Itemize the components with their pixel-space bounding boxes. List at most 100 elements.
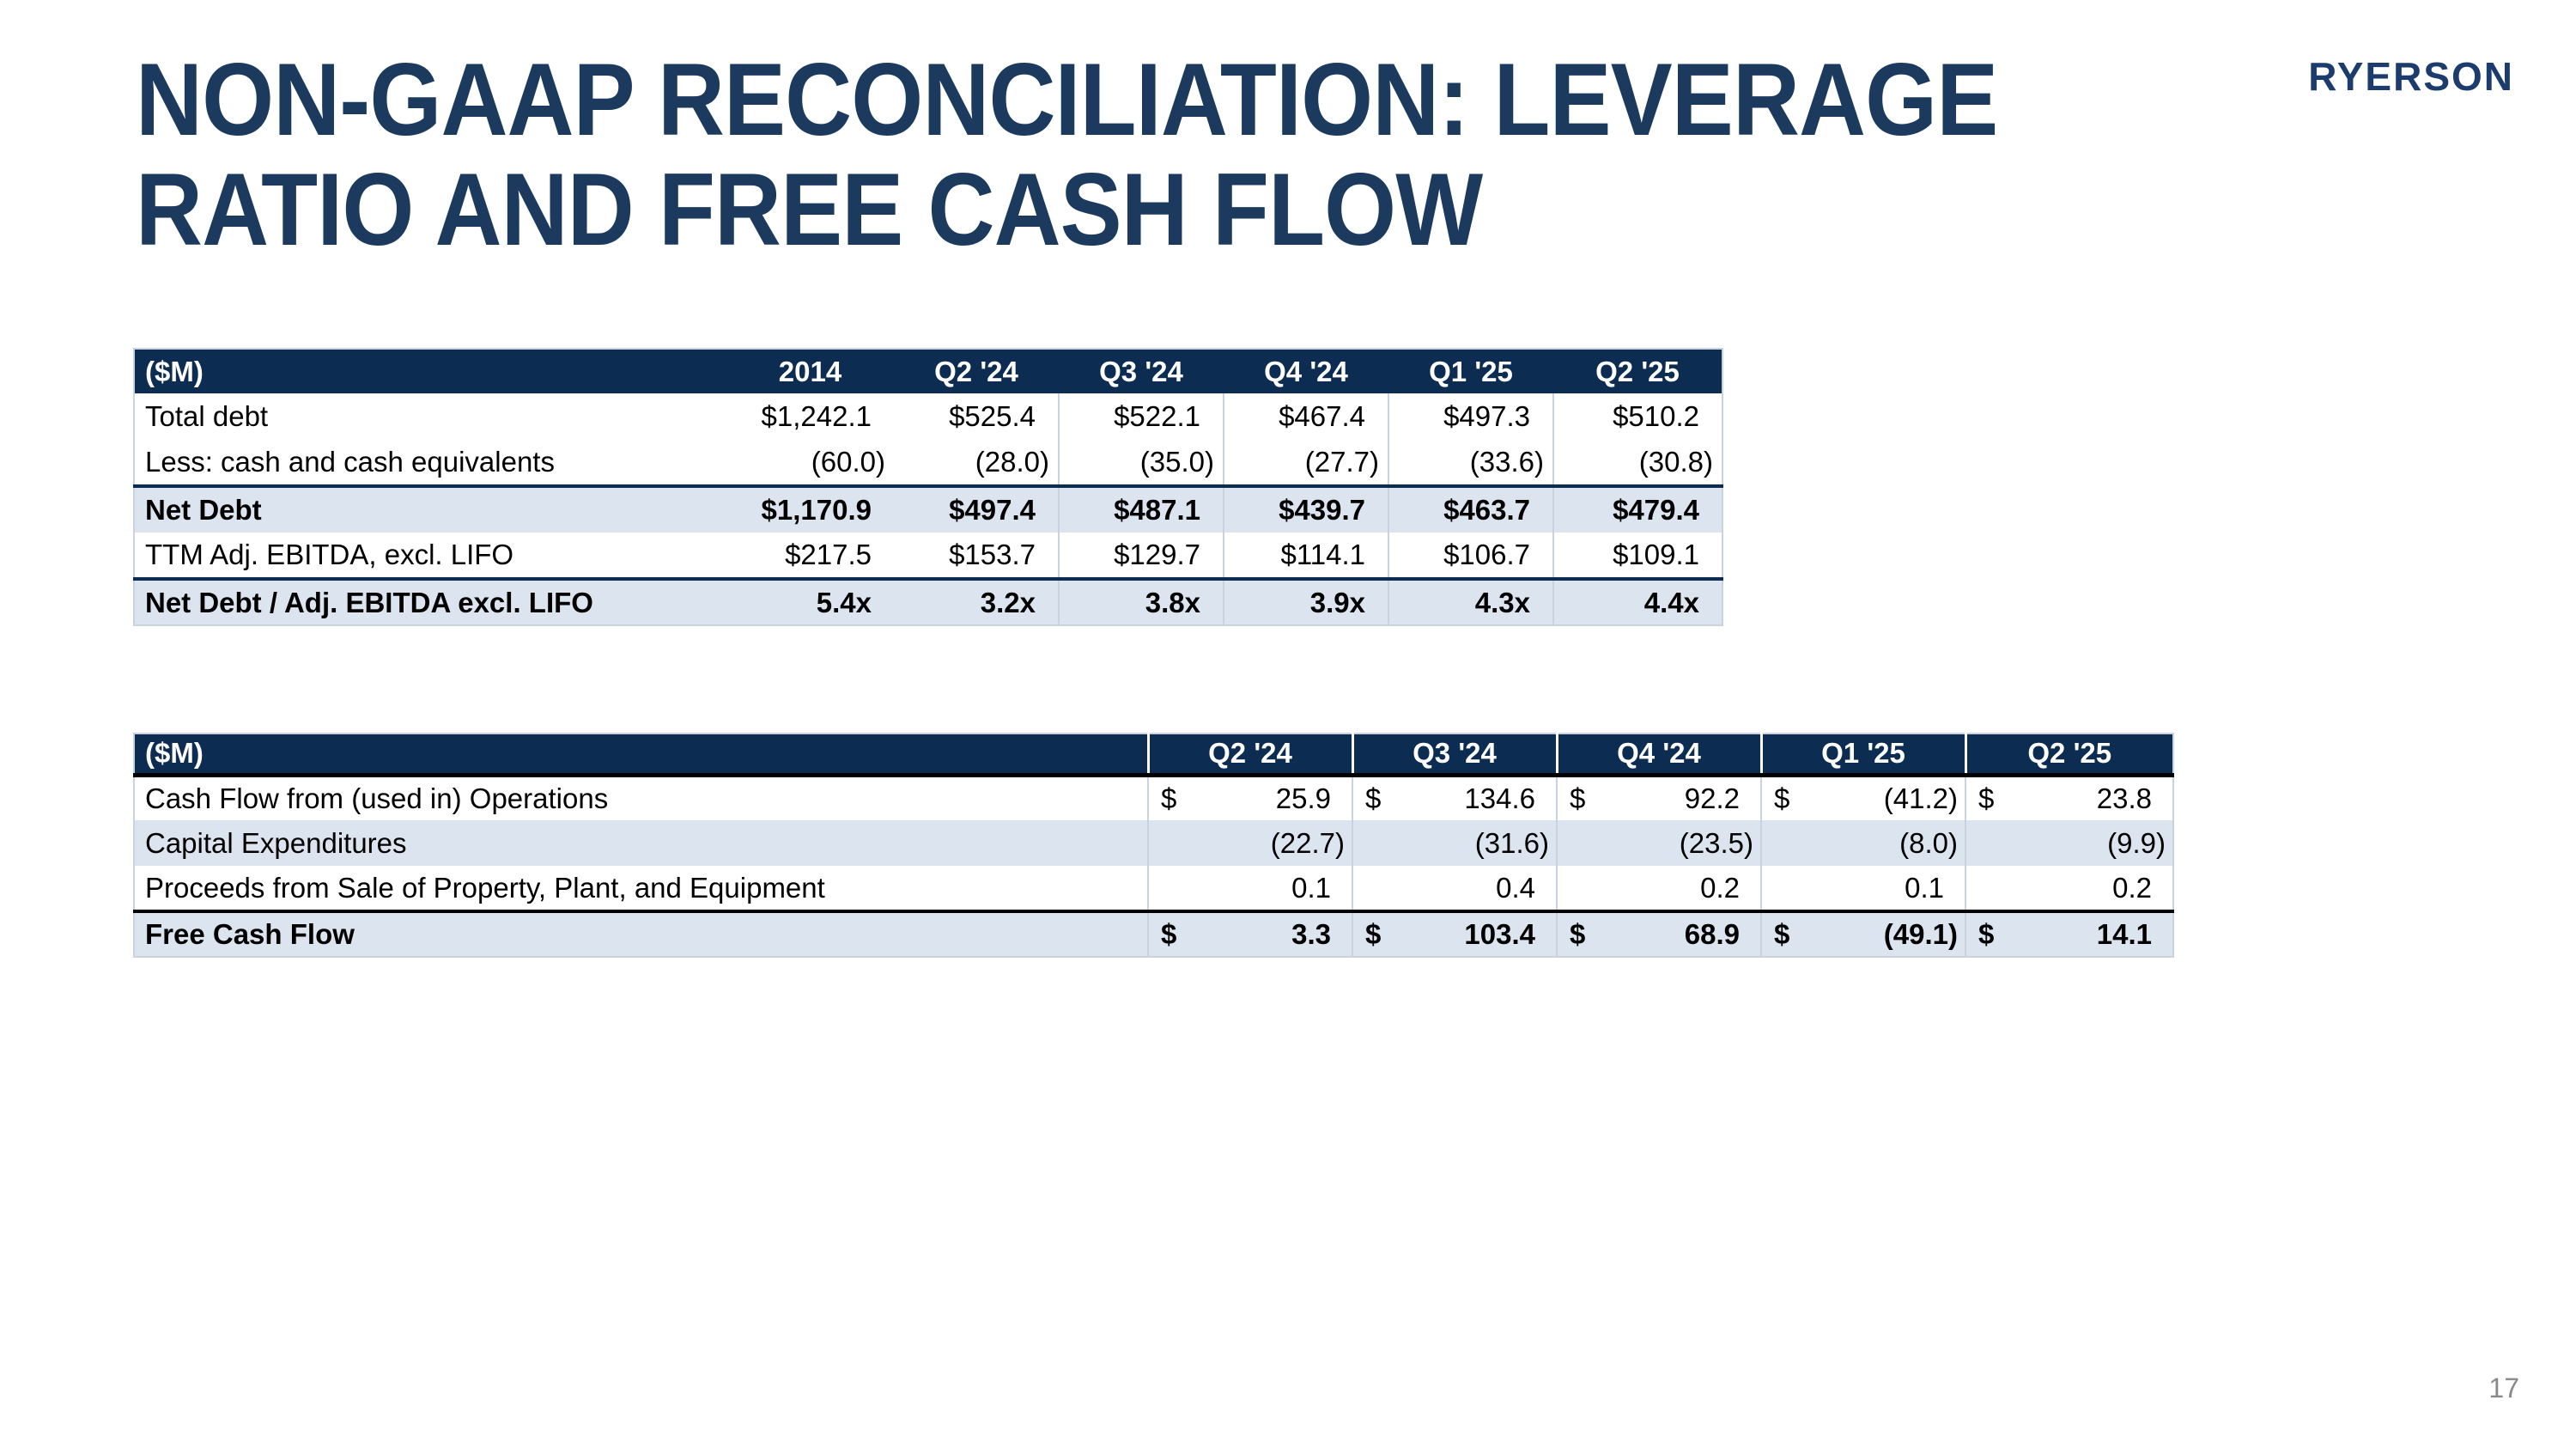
row-label-cell: Proceeds from Sale of Property, Plant, a…	[145, 871, 825, 904]
column-header: Q2 '24	[894, 349, 1059, 393]
free-cash-flow-table: ($M) Q2 '24 Q3 '24 Q4 '24 Q1 '25 Q2 '25 Cash F…	[133, 733, 2174, 958]
value-cell: (22.7)	[1147, 820, 1352, 866]
column-header: Q3 '24	[1059, 349, 1224, 393]
currency-symbol: $	[1978, 918, 1995, 950]
currency-symbol: $	[1161, 918, 1177, 950]
value-cell: (8.0)	[1760, 820, 1965, 866]
table-row: Free Cash Flow $3.3 $103.4 $68.9 $ (49.1) $14.…	[134, 910, 2173, 957]
value-cell: $497.4	[894, 484, 1059, 533]
row-label-cell: Less: cash and cash equivalents	[145, 446, 555, 478]
value-cell: $217.5	[785, 539, 872, 570]
row-label-cell: Cash Flow from (used in) Operations	[145, 782, 609, 814]
row-label-cell: Total debt	[145, 400, 269, 432]
page-title: NON-GAAP RECONCILIATION: LEVERAGE RATIO …	[136, 42, 1998, 268]
currency-symbol: $	[1978, 782, 1995, 814]
value-cell: $ (41.2)	[1760, 775, 1965, 820]
value-cell: $23.8	[1965, 775, 2173, 820]
value-cell: $467.4	[1223, 393, 1388, 440]
value-cell: 0.1	[1760, 866, 1965, 911]
value-cell: (28.0)	[975, 446, 1049, 478]
page-title-line-2: RATIO AND FREE CASH FLOW	[136, 152, 1483, 268]
value-cell: 5.4x	[726, 577, 894, 625]
value-cell: $129.7	[1058, 533, 1224, 579]
value-cell: $479.4	[1552, 484, 1722, 533]
row-label-cell: Free Cash Flow	[134, 910, 1148, 957]
column-header: Q4 '24	[1224, 349, 1388, 393]
value-cell: $510.2	[1552, 393, 1722, 440]
row-label-cell: Net Debt	[134, 484, 726, 533]
column-header: Q1 '25	[1759, 734, 1965, 777]
value-cell: (23.5)	[1556, 820, 1761, 866]
column-header: 2014	[726, 349, 894, 393]
value-cell: $25.9	[1147, 775, 1352, 820]
header-row: ($M) Q2 '24 Q3 '24 Q4 '24 Q1 '25 Q2 '25	[134, 734, 2173, 777]
currency-symbol: $	[1774, 918, 1790, 950]
value-cell: $68.9	[1556, 910, 1761, 957]
value-cell: $153.7	[949, 539, 1036, 570]
value-cell: (27.7)	[1223, 440, 1388, 486]
value-cell: 0.2	[1556, 866, 1761, 911]
value-cell: 3.2x	[894, 577, 1059, 625]
value-cell: $103.4	[1352, 910, 1557, 957]
table-row: Total debt $1,242.1 $525.4 $522.1 $467.4 $497…	[134, 393, 1722, 440]
table-row: Net Debt / Adj. EBITDA excl. LIFO 5.4x 3.2…	[134, 577, 1722, 625]
row-label-cell: TTM Adj. EBITDA, excl. LIFO	[145, 539, 514, 570]
table-row: Cash Flow from (used in) Operations $25.9…	[134, 775, 2173, 820]
currency-symbol: $	[1570, 782, 1586, 814]
table-row: TTM Adj. EBITDA, excl. LIFO $217.5 $153.7 $…	[134, 533, 1722, 579]
value-cell: $439.7	[1223, 484, 1388, 533]
value-cell: (35.0)	[1058, 440, 1224, 486]
value-cell: $114.1	[1223, 533, 1388, 579]
value-cell: $487.1	[1058, 484, 1224, 533]
currency-symbol: $	[1161, 782, 1177, 814]
value-cell: $14.1	[1965, 910, 2173, 957]
column-header: Q1 '25	[1388, 349, 1553, 393]
value-cell: $3.3	[1147, 910, 1352, 957]
value-cell: $497.3	[1388, 393, 1553, 440]
column-header: Q2 '24	[1146, 734, 1352, 777]
column-header: Q2 '25	[1964, 734, 2173, 777]
value-cell: 0.2	[1965, 866, 2173, 911]
currency-symbol: $	[1365, 918, 1382, 950]
value-cell: $109.1	[1552, 533, 1722, 579]
header-row: ($M) 2014 Q2 '24 Q3 '24 Q4 '24 Q1 '25 Q2 '25	[134, 349, 1722, 393]
value-cell: $106.7	[1388, 533, 1553, 579]
ryerson-logo: RYERSON	[2308, 54, 2514, 99]
value-cell: 4.3x	[1388, 577, 1553, 625]
page-title-line-1: NON-GAAP RECONCILIATION: LEVERAGE	[136, 42, 1998, 157]
table-row: Less: cash and cash equivalents (60.0) (28…	[134, 440, 1722, 486]
value-cell: $1,242.1	[761, 400, 872, 432]
value-cell: 0.4	[1352, 866, 1557, 911]
page-number: 17	[2488, 1373, 2519, 1403]
value-cell: $525.4	[949, 400, 1036, 432]
leverage-ratio-table: ($M) 2014 Q2 '24 Q3 '24 Q4 '24 Q1 '25 Q2 '25 To…	[133, 348, 1723, 626]
table-row: Proceeds from Sale of Property, Plant, a…	[134, 866, 2173, 911]
value-cell: 4.4x	[1552, 577, 1722, 625]
table-row: Capital Expenditures (22.7) (31.6) (23.5) (8…	[134, 820, 2173, 866]
currency-symbol: $	[1365, 782, 1382, 814]
value-cell: (9.9)	[1965, 820, 2173, 866]
value-cell: 3.8x	[1058, 577, 1224, 625]
column-header: Q2 '25	[1553, 349, 1722, 393]
value-cell: $463.7	[1388, 484, 1553, 533]
value-cell: $ (49.1)	[1760, 910, 1965, 957]
currency-symbol: $	[1570, 918, 1586, 950]
row-label-cell: Net Debt / Adj. EBITDA excl. LIFO	[134, 577, 726, 625]
value-cell: $522.1	[1058, 393, 1224, 440]
currency-symbol: $	[1774, 782, 1790, 814]
row-label-cell: Capital Expenditures	[134, 820, 1148, 866]
table-row: Net Debt $1,170.9 $497.4 $487.1 $439.7 $463.7…	[134, 484, 1722, 533]
value-cell: (30.8)	[1552, 440, 1722, 486]
column-header: Q3 '24	[1351, 734, 1557, 777]
value-cell: (60.0)	[811, 446, 885, 478]
value-cell: (31.6)	[1352, 820, 1557, 866]
unit-label-header: ($M)	[134, 349, 726, 393]
value-cell: 3.9x	[1223, 577, 1388, 625]
value-cell: 0.1	[1147, 866, 1352, 911]
unit-label-header: ($M)	[134, 734, 1148, 777]
value-cell: $92.2	[1556, 775, 1761, 820]
value-cell: $134.6	[1352, 775, 1557, 820]
column-header: Q4 '24	[1555, 734, 1761, 777]
value-cell: $1,170.9	[726, 484, 894, 533]
value-cell: (33.6)	[1388, 440, 1553, 486]
